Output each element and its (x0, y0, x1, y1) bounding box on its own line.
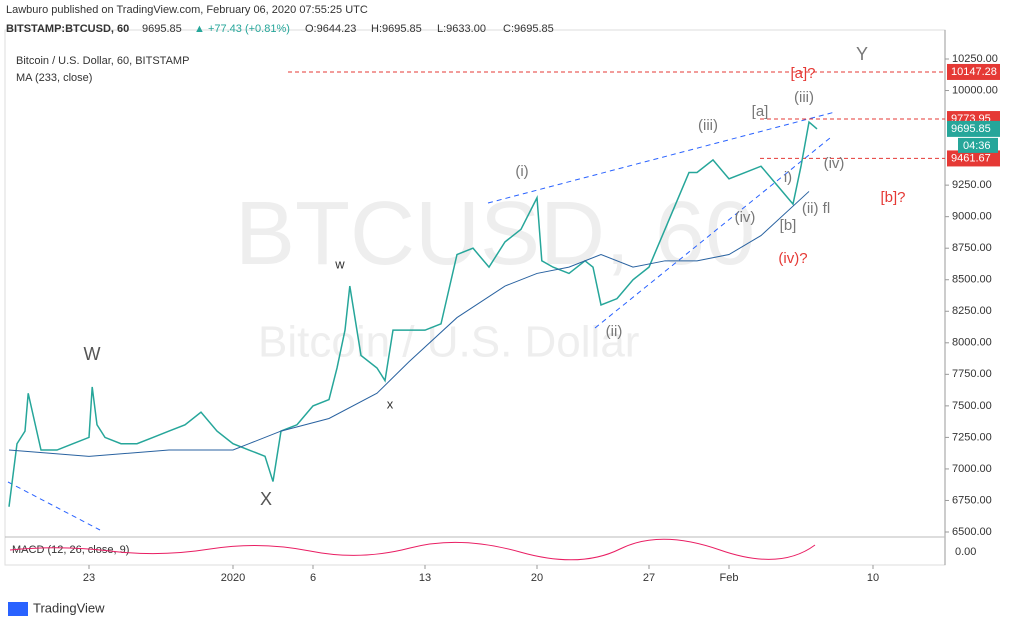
x-tick-label: Feb (720, 572, 739, 584)
y-tick-label: 10250.00 (952, 53, 998, 65)
legend-ma: MA (233, close) (16, 72, 92, 84)
wave-label: w (334, 256, 345, 271)
plot-frame (4, 29, 946, 566)
wave-label: [a]? (790, 65, 815, 82)
wave-label: (ii) fl (802, 200, 830, 217)
wave-label: (ii) (606, 323, 623, 340)
y-tick-label: 8500.00 (952, 274, 992, 286)
wave-label: [b]? (880, 189, 905, 206)
y-tick-label: 9000.00 (952, 211, 992, 223)
ohlc: H:9695.85 (371, 23, 422, 35)
x-tick-label: 23 (83, 572, 95, 584)
y-tick-label: 7250.00 (952, 431, 992, 443)
indicator-tick: 0.00 (955, 546, 976, 558)
countdown: 04:36 (963, 140, 991, 152)
level-box (947, 150, 1000, 167)
brand: TradingView (33, 600, 105, 615)
indicator-label: MACD (12, 26, close, 9) (12, 544, 129, 556)
wave-label: (iv) (735, 209, 756, 226)
y-tick-label: 7000.00 (952, 463, 992, 475)
legend-title: Bitcoin / U.S. Dollar, 60, BITSTAMP (16, 55, 189, 67)
countdown-box (958, 137, 998, 153)
macd-line (9, 538, 816, 561)
ohlc: O:9644.23 (305, 23, 356, 35)
wave-label: [a] (752, 103, 769, 120)
wave-label: W (84, 344, 101, 364)
x-tick-label: 20 (531, 572, 543, 584)
price-line (8, 120, 818, 507)
trendlines (7, 111, 836, 531)
last-price: 9695.85 (142, 23, 182, 35)
x-tick-label: 13 (419, 572, 431, 584)
change: ▲ +77.43 (+0.81%) (194, 23, 290, 35)
y-tick-label: 10000.00 (952, 84, 998, 96)
wave-label: (iv)? (778, 250, 807, 267)
x-tick-label: 27 (643, 572, 655, 584)
y-tick-label: 9250.00 (952, 179, 992, 191)
level-label: 10147.28 (951, 66, 997, 78)
wave-label: i) (784, 169, 792, 186)
x-tick-label: 6 (310, 572, 316, 584)
x-tick-label: 10 (867, 572, 879, 584)
ohlc: L:9633.00 (437, 23, 486, 35)
wave-label: X (260, 489, 272, 509)
wave-label: (iii) (794, 89, 814, 106)
y-tick-label: 7750.00 (952, 368, 992, 380)
level-box (947, 63, 1000, 80)
y-tick-label: 6750.00 (952, 494, 992, 506)
brand-logo (8, 602, 28, 616)
last-price-label: 9695.85 (951, 123, 991, 135)
wave-label: (iii) (698, 117, 718, 134)
header: Lawburo published on TradingView.com, Fe… (6, 4, 368, 16)
y-tick-label: 8250.00 (952, 305, 992, 317)
y-tick-label: 8750.00 (952, 242, 992, 254)
x-tick-label: 2020 (221, 572, 245, 584)
last-price-box (947, 120, 1000, 137)
watermark: BTCUSD, 60 (235, 184, 755, 284)
wave-label: x (387, 396, 394, 411)
wave-label: (i) (515, 163, 528, 180)
y-tick-label: 7500.00 (952, 400, 992, 412)
wave-label: Y (856, 44, 868, 64)
level-label: 9461.67 (951, 152, 991, 164)
ticker: BITSTAMP:BTCUSD, 60 (6, 23, 129, 35)
ohlc: C:9695.85 (503, 23, 554, 35)
y-tick-label: 8000.00 (952, 337, 992, 349)
ma-line (8, 191, 810, 457)
wave-label: [b] (780, 217, 797, 234)
wave-label: (iv) (824, 155, 845, 172)
y-tick-label: 6500.00 (952, 526, 992, 538)
